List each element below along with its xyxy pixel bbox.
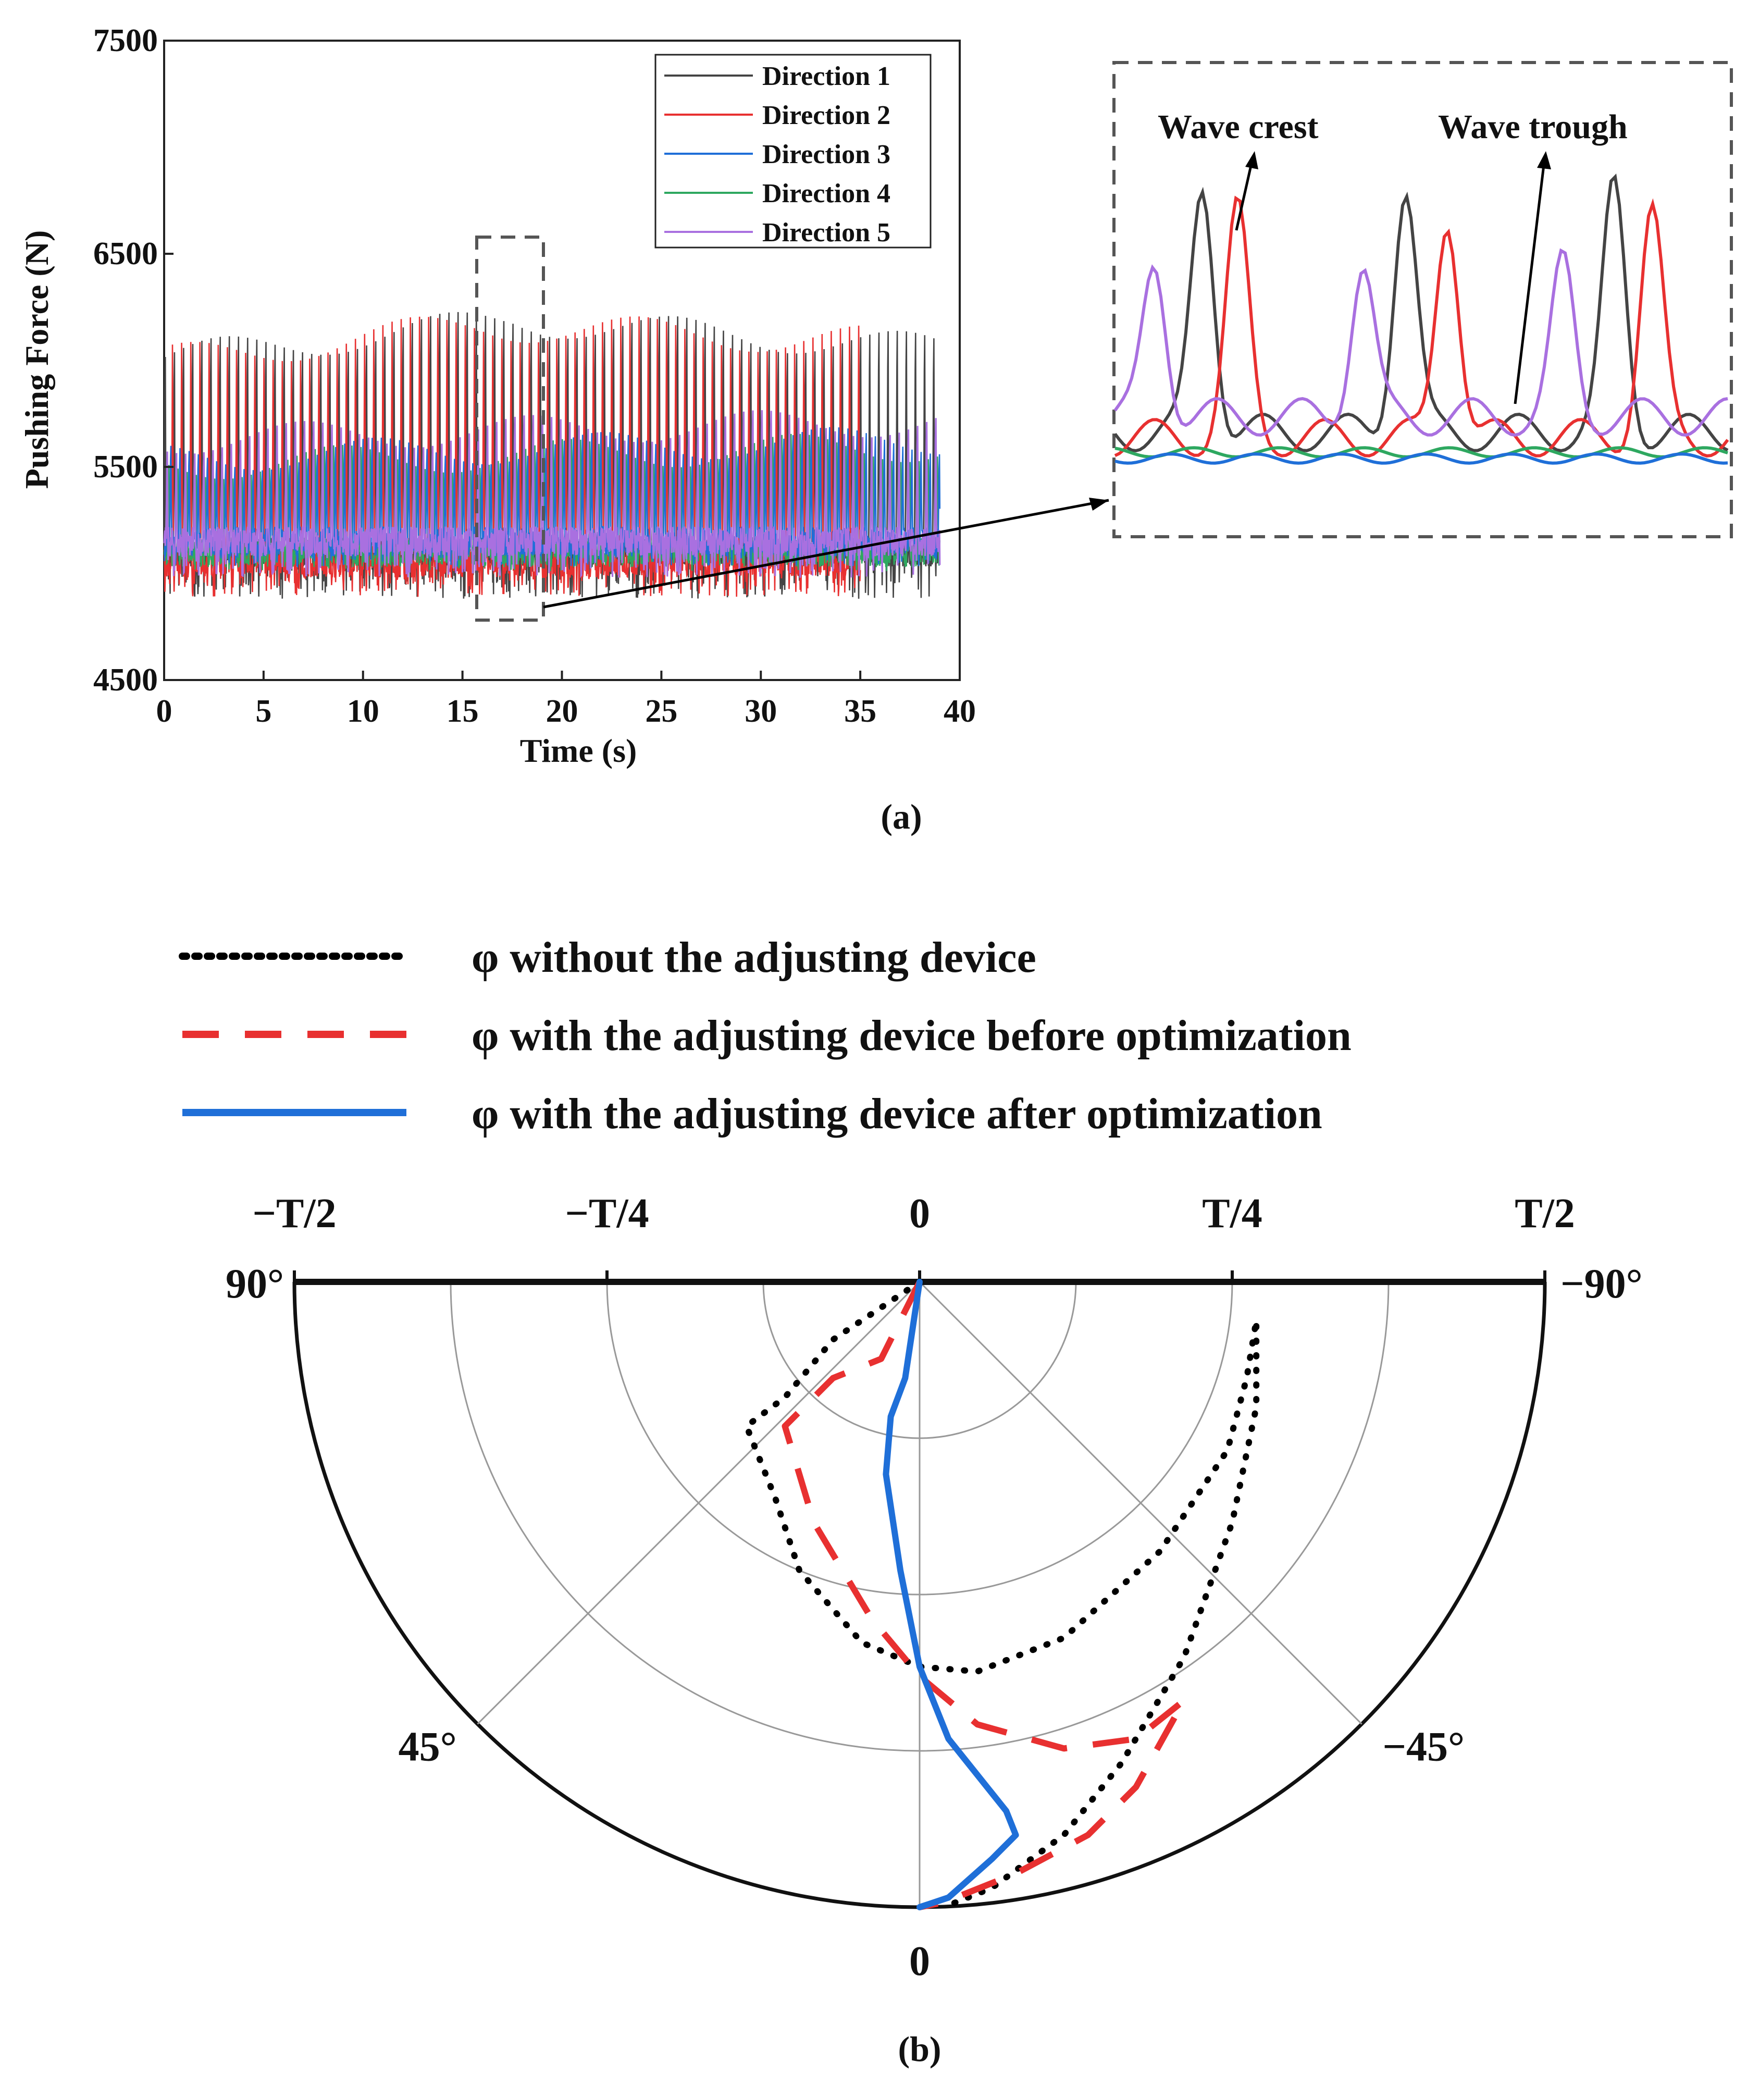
y-tick-label: 7500 xyxy=(93,23,158,58)
trough-arrow xyxy=(1514,156,1546,404)
series-direction-5 xyxy=(163,410,941,578)
x-tick-label: 0 xyxy=(156,694,172,729)
panel-a-legend: Direction 1 Direction 2 Direction 3 Directi… xyxy=(654,54,932,249)
inset-series-line xyxy=(1113,173,1729,453)
x-tick-label: 20 xyxy=(546,694,578,729)
y-axis-label: Pushing Force (N) xyxy=(18,230,55,489)
caption-a: (a) xyxy=(881,797,922,836)
x-tick-label: 5 xyxy=(255,694,271,729)
zoom-arrow xyxy=(543,499,1109,609)
time-label: T/4 xyxy=(1202,1191,1262,1237)
angle-label: 0 xyxy=(909,1938,930,1984)
time-label: 0 xyxy=(909,1191,930,1237)
panel-a-chart: 0 5 10 15 20 25 30 35 40 4500 5500 6500 7500 Directi… xyxy=(18,23,1733,836)
time-label: −T/4 xyxy=(565,1191,649,1237)
legend-label-b: φ without the adjusting device xyxy=(472,933,1036,982)
inset-frame xyxy=(1112,61,1733,538)
angle-label: −45° xyxy=(1382,1724,1465,1770)
inset-series-line xyxy=(1114,452,1728,465)
panel-b-chart: φ without the adjusting device φ with the… xyxy=(179,933,1643,2069)
legend-label: Direction 3 xyxy=(762,140,890,169)
angle-label: −90° xyxy=(1560,1261,1643,1307)
polar-series-group xyxy=(743,1279,1260,1910)
x-axis-label: Time (s) xyxy=(520,732,637,769)
caption-b: (b) xyxy=(898,2029,941,2069)
crest-arrow-head xyxy=(1245,151,1258,169)
polar-labels: −T/2 −T/4 0 T/4 T/2 90° 45° 0 −45° −90° xyxy=(226,1191,1643,1984)
x-tick-label: 35 xyxy=(844,694,876,729)
angle-label: 90° xyxy=(226,1261,284,1307)
legend-box xyxy=(654,54,932,249)
x-tick-label: 40 xyxy=(944,694,976,729)
x-tick-label: 15 xyxy=(447,694,479,729)
panel-a-ticks: 0 5 10 15 20 25 30 35 40 4500 5500 6500 7500 xyxy=(93,23,976,729)
legend-label: Direction 1 xyxy=(762,61,890,91)
zoom-window xyxy=(475,236,545,622)
x-tick-label: 10 xyxy=(347,694,379,729)
x-tick-label: 30 xyxy=(745,694,777,729)
panel-a-series-group xyxy=(163,312,941,599)
polar-series-line xyxy=(782,1280,1187,1910)
legend-label-b: φ with the adjusting device after optimi… xyxy=(472,1090,1322,1138)
trough-arrow-head xyxy=(1537,151,1551,169)
x-tick-label: 25 xyxy=(645,694,677,729)
legend-label: Direction 4 xyxy=(762,179,890,208)
y-tick-label: 6500 xyxy=(93,236,158,271)
polar-radial-45 xyxy=(919,1281,1362,1725)
legend-label-b: φ with the adjusting device before optim… xyxy=(472,1011,1352,1060)
annotation-wave-trough: Wave trough xyxy=(1438,108,1628,146)
inset-series-line xyxy=(1113,248,1728,437)
annotation-wave-crest: Wave crest xyxy=(1158,108,1319,146)
crest-arrow xyxy=(1235,156,1255,231)
legend-label: Direction 5 xyxy=(762,218,890,248)
angle-label: 45° xyxy=(399,1724,457,1770)
y-tick-label: 5500 xyxy=(93,449,158,485)
inset-series-line xyxy=(1114,195,1729,458)
legend-label: Direction 2 xyxy=(762,101,890,130)
zoom-arrow-head xyxy=(1089,498,1109,511)
time-label: T/2 xyxy=(1515,1191,1575,1237)
polar-series-line xyxy=(743,1279,1260,1910)
panel-b-legend: φ without the adjusting device φ with the… xyxy=(179,933,1352,1138)
inset-zoom: Wave crest Wave trough xyxy=(1112,61,1733,538)
polar-radial-45 xyxy=(477,1281,921,1725)
polar-grid xyxy=(292,1270,1547,1909)
time-label: −T/2 xyxy=(252,1191,336,1237)
polar-series-line xyxy=(883,1279,1019,1910)
y-tick-label: 4500 xyxy=(93,662,158,698)
